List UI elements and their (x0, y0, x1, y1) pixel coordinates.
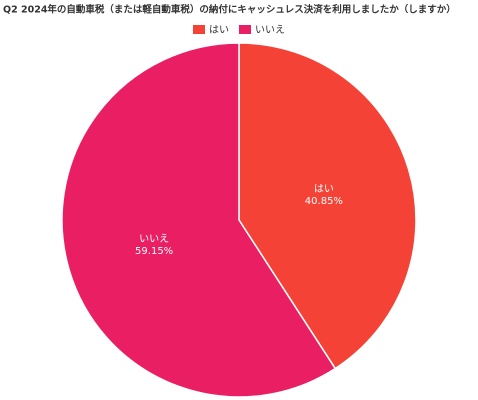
slice-value-label: 40.85% (305, 196, 343, 207)
pie-slice (61, 42, 337, 398)
slice-value-label: 59.15% (135, 246, 173, 257)
slice-category-label: いいえ (139, 233, 169, 245)
legend-label: はい (209, 24, 229, 36)
legend-label: いいえ (255, 24, 285, 36)
legend-swatch (193, 25, 205, 34)
slice-category-label: はい (314, 183, 334, 195)
chart-title: Q2 2024年の自動車税（または軽自動車税）の納付にキャッシュレス決済を利用し… (3, 4, 456, 16)
legend-swatch (239, 25, 251, 34)
